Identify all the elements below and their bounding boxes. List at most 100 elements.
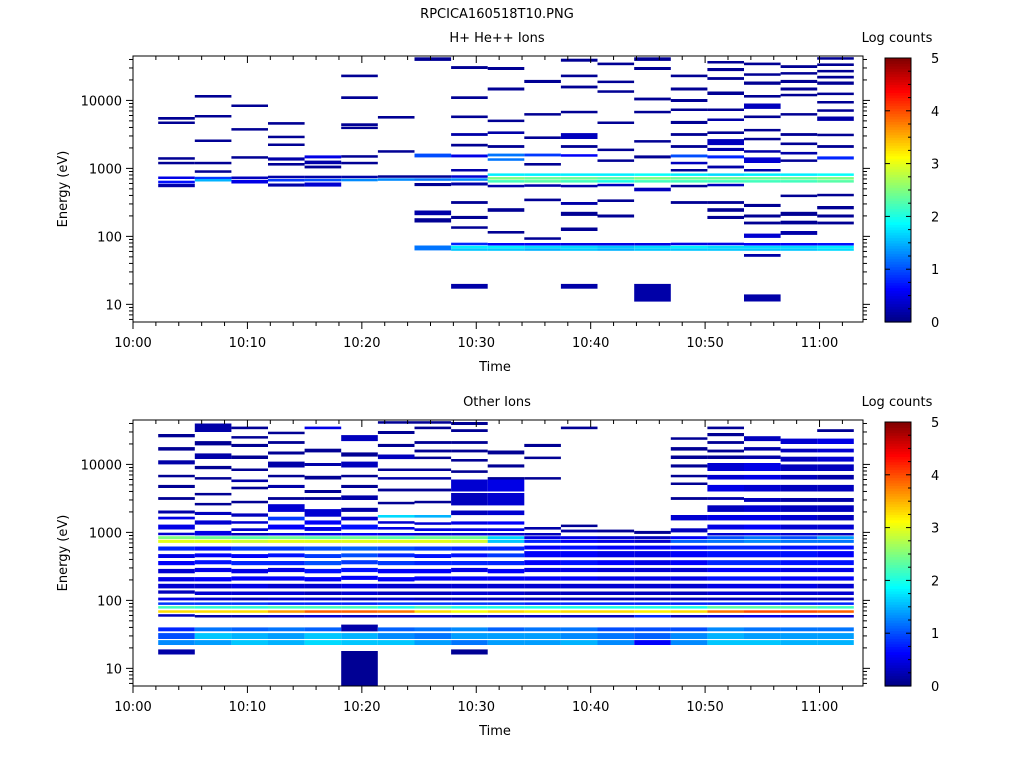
panel-1-colorbar: 0 1 2 3 4 5 (884, 52, 939, 331)
colorbar-segment (885, 256, 911, 260)
heatmap-cell (414, 554, 452, 558)
heatmap-cell (634, 283, 671, 302)
heatmap-cell (377, 175, 415, 178)
heatmap-cell (707, 108, 744, 111)
colorbar-segment (885, 73, 911, 78)
heatmap-cell (414, 606, 452, 609)
heatmap-cell (524, 597, 561, 601)
heatmap-cell (158, 577, 195, 582)
heatmap-cell (707, 131, 744, 134)
heatmap-cell (231, 176, 268, 179)
heatmap-cell (268, 461, 305, 468)
heatmap-cell (670, 248, 708, 251)
heatmap-cell (707, 606, 744, 609)
heatmap-cell (377, 527, 415, 530)
colorbar-segment (885, 532, 911, 537)
heatmap-cell (231, 610, 268, 613)
heatmap-cell (744, 115, 781, 119)
colorbar-segment (885, 87, 911, 91)
heatmap-cell (414, 426, 452, 430)
heatmap-cell (194, 520, 232, 525)
heatmap-cell (268, 183, 305, 187)
colorbar-segment (885, 453, 911, 457)
heatmap-cell (158, 532, 195, 536)
heatmap-cell (597, 615, 635, 618)
heatmap-cell (194, 477, 232, 480)
colorbar-segment (885, 517, 911, 521)
heatmap-cell (597, 640, 635, 645)
colorbar-segment (885, 680, 911, 684)
heatmap-cell (744, 567, 781, 573)
heatmap-cell (231, 640, 268, 645)
heatmap-cell (194, 583, 232, 589)
heatmap-cell (524, 615, 561, 618)
heatmap-cell (817, 145, 854, 148)
heatmap-cell (707, 539, 744, 543)
heatmap-cell (194, 615, 232, 618)
heatmap-cell (341, 495, 378, 500)
colorbar-tick-label: 1 (931, 263, 939, 278)
heatmap-cell (744, 62, 781, 66)
heatmap-cell (817, 248, 854, 251)
heatmap-cell (744, 484, 781, 492)
heatmap-cell (524, 560, 561, 566)
heatmap-cell (487, 536, 525, 539)
heatmap-cell (414, 456, 452, 460)
colorbar-segment (885, 530, 911, 534)
heatmap-cell (817, 560, 854, 566)
heatmap-cell (744, 233, 781, 238)
heatmap-cell (451, 201, 488, 204)
colorbar-segment (885, 488, 911, 492)
heatmap-cell (670, 576, 708, 581)
heatmap-cell (341, 546, 378, 551)
heatmap-cell (231, 486, 268, 490)
panel-h-he-ions: H+ He++ Ions 10:00 10:10 10:20 10:30 10:40 10… (56, 31, 939, 375)
heatmap-cell (524, 184, 561, 187)
heatmap-cell (487, 546, 525, 551)
colorbar-segment (885, 643, 911, 647)
heatmap-cell (377, 577, 415, 582)
heatmap-cell (634, 57, 671, 61)
panel-1-y-axis: 10 100 1000 10000 (81, 58, 870, 320)
heatmap-cell (524, 539, 561, 543)
heatmap-cell (341, 624, 378, 632)
heatmap-cell (744, 221, 781, 225)
panel-2-colorbar-label: Log counts (862, 395, 933, 410)
heatmap-cell (817, 539, 854, 543)
heatmap-cell (451, 178, 488, 181)
heatmap-cell (304, 182, 342, 187)
colorbar-segment (885, 240, 911, 244)
heatmap-cell (341, 175, 378, 179)
heatmap-cell (377, 583, 415, 589)
heatmap-cell (634, 627, 671, 632)
heatmap-cell (231, 156, 268, 159)
heatmap-cell (231, 633, 268, 639)
heatmap-cell (744, 455, 781, 459)
heatmap-cell (524, 567, 561, 573)
heatmap-cell (707, 245, 744, 249)
heatmap-cell (231, 606, 268, 609)
heatmap-cell (670, 74, 708, 78)
heatmap-cell (451, 640, 488, 645)
heatmap-cell (707, 551, 744, 558)
colorbar-segment (885, 678, 911, 682)
heatmap-cell (560, 560, 598, 566)
heatmap-cell (377, 521, 415, 524)
heatmap-cell (560, 627, 598, 632)
heatmap-cell (524, 248, 561, 251)
heatmap-cell (158, 649, 195, 655)
heatmap-cell (341, 178, 378, 182)
heatmap-cell (194, 627, 232, 632)
colorbar-segment (885, 303, 911, 307)
colorbar-segment (885, 68, 911, 72)
heatmap-cell (780, 113, 818, 116)
heatmap-cell (377, 431, 415, 434)
colorbar-segment (885, 308, 911, 313)
heatmap-cell (304, 426, 342, 430)
heatmap-cell (194, 567, 232, 573)
heatmap-cell (341, 96, 378, 99)
heatmap-cell (744, 551, 781, 558)
colorbar-segment (885, 171, 911, 175)
heatmap-cell (487, 561, 525, 566)
heatmap-cell (780, 505, 818, 512)
